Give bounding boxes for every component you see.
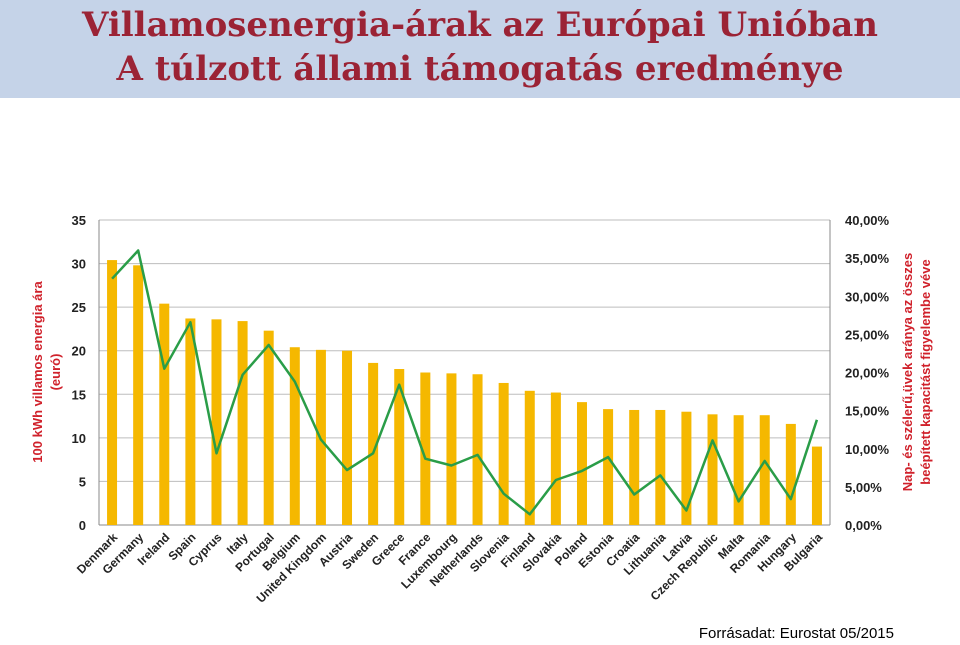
y2-tick-label: 20,00% [845, 366, 890, 381]
bar [185, 318, 196, 525]
bar [524, 390, 535, 525]
bar [733, 415, 744, 525]
bar [707, 414, 718, 525]
bar [368, 362, 379, 525]
page-title: Villamosenergia-árak az Európai Unióban [82, 5, 878, 45]
y-tick-label: 10 [72, 431, 86, 446]
bar [603, 409, 614, 525]
bar [107, 260, 118, 525]
y2-axis-label-line2: beépített kapacitást figyelembe véve [918, 259, 933, 484]
bar [289, 347, 300, 525]
y2-tick-label: 40,00% [845, 213, 890, 228]
y-tick-label: 15 [72, 387, 86, 402]
y-tick-label: 5 [79, 474, 86, 489]
bar [472, 374, 483, 525]
y-tick-label: 30 [72, 257, 86, 272]
y2-tick-label: 10,00% [845, 442, 890, 457]
bar [785, 423, 796, 525]
bar [681, 411, 692, 525]
bar [342, 350, 353, 525]
y2-tick-label: 30,00% [845, 289, 890, 304]
y2-tick-label: 35,00% [845, 251, 890, 266]
y-tick-label: 35 [72, 213, 86, 228]
y-tick-label: 25 [72, 300, 86, 315]
source-note: Forrásadat: Eurostat 05/2015 [698, 625, 894, 642]
y2-tick-label: 5,00% [845, 480, 882, 495]
bar [133, 265, 144, 525]
bar [394, 369, 405, 525]
bar [759, 415, 770, 525]
bar [655, 409, 666, 525]
series-line [111, 249, 819, 516]
bar [576, 402, 587, 525]
y2-tick-label: 25,00% [845, 327, 890, 342]
bar [629, 409, 640, 525]
y-tick-label: 0 [79, 518, 86, 533]
y2-axis-label: Nap- és szélerű,üvek aránya az összes [900, 253, 915, 491]
y2-tick-label: 15,00% [845, 404, 890, 419]
bar [550, 392, 561, 525]
y-axis-label-unit: (euró) [48, 354, 63, 391]
title-banner: Villamosenergia-árak az Európai Unióban … [0, 0, 960, 98]
bar [811, 446, 822, 525]
y-tick-label: 20 [72, 344, 86, 359]
page-subtitle: A túlzott állami támogatás eredménye [116, 49, 844, 89]
bar [159, 303, 170, 525]
y-axis-label: 100 kWh villamos energia ára [30, 281, 45, 463]
bar [420, 372, 431, 525]
bar [211, 319, 222, 525]
y2-tick-label: 0,00% [845, 518, 882, 533]
bar [446, 373, 457, 525]
bar [498, 382, 509, 525]
bar [237, 321, 248, 525]
bar [263, 330, 274, 525]
